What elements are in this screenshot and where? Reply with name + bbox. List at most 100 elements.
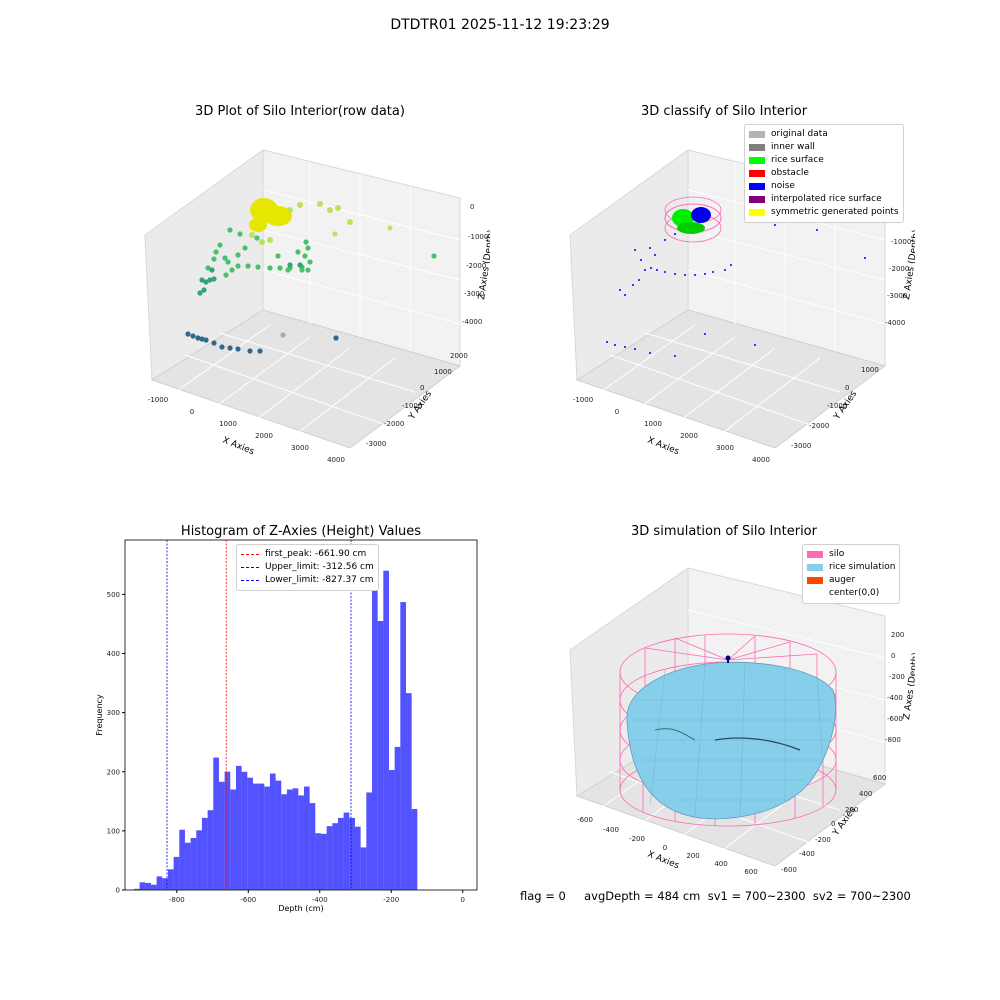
histogram-bar: [400, 602, 406, 890]
svg-text:-1000: -1000: [573, 396, 593, 404]
histogram-bar: [258, 783, 265, 890]
histogram-bar: [315, 833, 321, 890]
legend-entry: symmetric generated points: [749, 206, 899, 219]
histogram-bar: [349, 817, 355, 890]
histogram-chart[interactable]: -800 -600 -400 -200 0 0 100 200 300 400 500 Depth…: [90, 535, 490, 920]
histogram-bar: [145, 882, 151, 890]
y-tick-label: 400: [107, 650, 120, 658]
legend-entry: rice simulation: [807, 561, 895, 574]
histogram-bar: [320, 833, 327, 890]
simulation-legend: silo rice simulation auger center(0,0): [802, 544, 901, 604]
histogram-bar: [139, 882, 146, 890]
histogram-bar: [371, 555, 378, 890]
histogram-bar: [252, 783, 259, 890]
svg-text:-200: -200: [815, 836, 831, 844]
svg-text:-200: -200: [889, 673, 905, 681]
histogram-bar: [360, 847, 367, 890]
svg-text:-400: -400: [603, 826, 619, 834]
legend-label: silo: [829, 549, 845, 559]
histogram-bar: [241, 771, 248, 890]
svg-text:600: 600: [873, 774, 886, 782]
x-tick-label: -200: [383, 896, 399, 904]
histogram-bar: [190, 837, 197, 890]
svg-text:2000: 2000: [680, 432, 698, 440]
raw-floor-pane: [150, 309, 462, 449]
svg-text:200: 200: [845, 806, 858, 814]
svg-text:1000: 1000: [644, 420, 662, 428]
simulation-3d-plot[interactable]: -600 -400 -200 0 200 400 600 X Axies 600…: [555, 550, 915, 885]
svg-text:-200: -200: [629, 835, 645, 843]
legend-entry: auger: [807, 574, 895, 587]
raw-grid: [166, 162, 461, 436]
histogram-bar: [201, 817, 208, 890]
x-tick-label: -400: [312, 896, 328, 904]
x-tick-label: 0: [460, 896, 464, 904]
legend-label: obstacle: [771, 168, 809, 178]
svg-text:-600: -600: [887, 715, 903, 723]
simulation-plot-title: 3D simulation of Silo Interior: [631, 524, 817, 539]
raw-3d-plot[interactable]: -1000 0 1000 2000 3000 4000 X Axies 2000…: [130, 130, 490, 470]
svg-text:3000: 3000: [291, 444, 309, 452]
svg-text:600: 600: [744, 868, 757, 876]
legend-label: Upper_limit: -312.56 cm: [265, 562, 374, 572]
histogram-bar: [286, 789, 293, 890]
legend-label: symmetric generated points: [771, 207, 899, 217]
legend-entry: obstacle: [749, 167, 899, 180]
legend-swatch: [749, 209, 765, 216]
classify-plot-title: 3D classify of Silo Interior: [640, 104, 808, 119]
histogram-legend: first_peak: -661.90 cm Upper_limit: -312.…: [236, 544, 379, 591]
svg-text:1000: 1000: [434, 368, 452, 376]
histogram-bar: [298, 795, 304, 890]
simulation-x-label: X Axies: [646, 850, 681, 872]
histogram-bar: [133, 888, 140, 890]
svg-text:-400: -400: [887, 694, 903, 702]
legend-swatch: [807, 551, 823, 558]
y-tick-label: 200: [107, 768, 120, 776]
legend-entry: Upper_limit: -312.56 cm: [241, 561, 374, 574]
svg-text:400: 400: [859, 790, 872, 798]
legend-swatch: [241, 580, 259, 581]
legend-swatch: [807, 564, 823, 571]
y-tick-label: 100: [107, 827, 120, 835]
y-tick-label: 0: [116, 887, 120, 895]
legend-label: Lower_limit: -827.37 cm: [265, 575, 374, 585]
histogram-bar: [162, 878, 168, 890]
svg-text:2000: 2000: [450, 352, 468, 360]
histogram-bar: [207, 810, 214, 890]
raw-x-label: X Axies: [221, 436, 256, 458]
y-tick-label: 500: [107, 591, 120, 599]
svg-text:-400: -400: [799, 850, 815, 858]
legend-swatch: [241, 567, 259, 568]
histogram-bar: [366, 792, 372, 890]
legend-label: inner wall: [771, 142, 815, 152]
raw-x-ticks: -1000 0 1000 2000 3000 4000: [148, 396, 345, 464]
svg-text:1000: 1000: [219, 420, 237, 428]
histogram-bar: [218, 781, 225, 890]
histogram-bar: [343, 812, 350, 890]
histogram-y-ticks: 0 100 200 300 400 500: [107, 591, 125, 895]
histogram-bars: [133, 555, 418, 890]
legend-swatch: [241, 554, 259, 555]
legend-label: auger: [829, 575, 856, 585]
classify-x-ticks: -1000 0 1000 2000 3000 4000: [573, 396, 770, 464]
histogram-bar: [230, 789, 236, 890]
histogram-bar: [269, 773, 276, 890]
legend-swatch: [749, 144, 765, 151]
legend-swatch: [807, 577, 823, 584]
legend-entry: center(0,0): [807, 587, 895, 600]
svg-text:0: 0: [615, 408, 619, 416]
svg-text:-3000: -3000: [464, 290, 484, 298]
legend-swatch: [749, 170, 765, 177]
svg-text:4000: 4000: [752, 456, 770, 464]
y-tick-label: 300: [107, 709, 120, 717]
histogram-y-label: Frequency: [95, 694, 104, 736]
svg-text:-600: -600: [781, 866, 797, 874]
legend-entry: inner wall: [749, 141, 899, 154]
histogram-x-label: Depth (cm): [278, 904, 323, 913]
histogram-title: Histogram of Z-Axies (Height) Values: [180, 524, 422, 539]
svg-text:0: 0: [470, 203, 474, 211]
status-footer: flag = 0 avgDepth = 484 cm sv1 = 700~230…: [520, 889, 911, 903]
histogram-bar: [292, 788, 299, 890]
simulation-x-ticks: -600 -400 -200 0 200 400 600: [577, 816, 758, 876]
legend-entry: original data: [749, 128, 899, 141]
